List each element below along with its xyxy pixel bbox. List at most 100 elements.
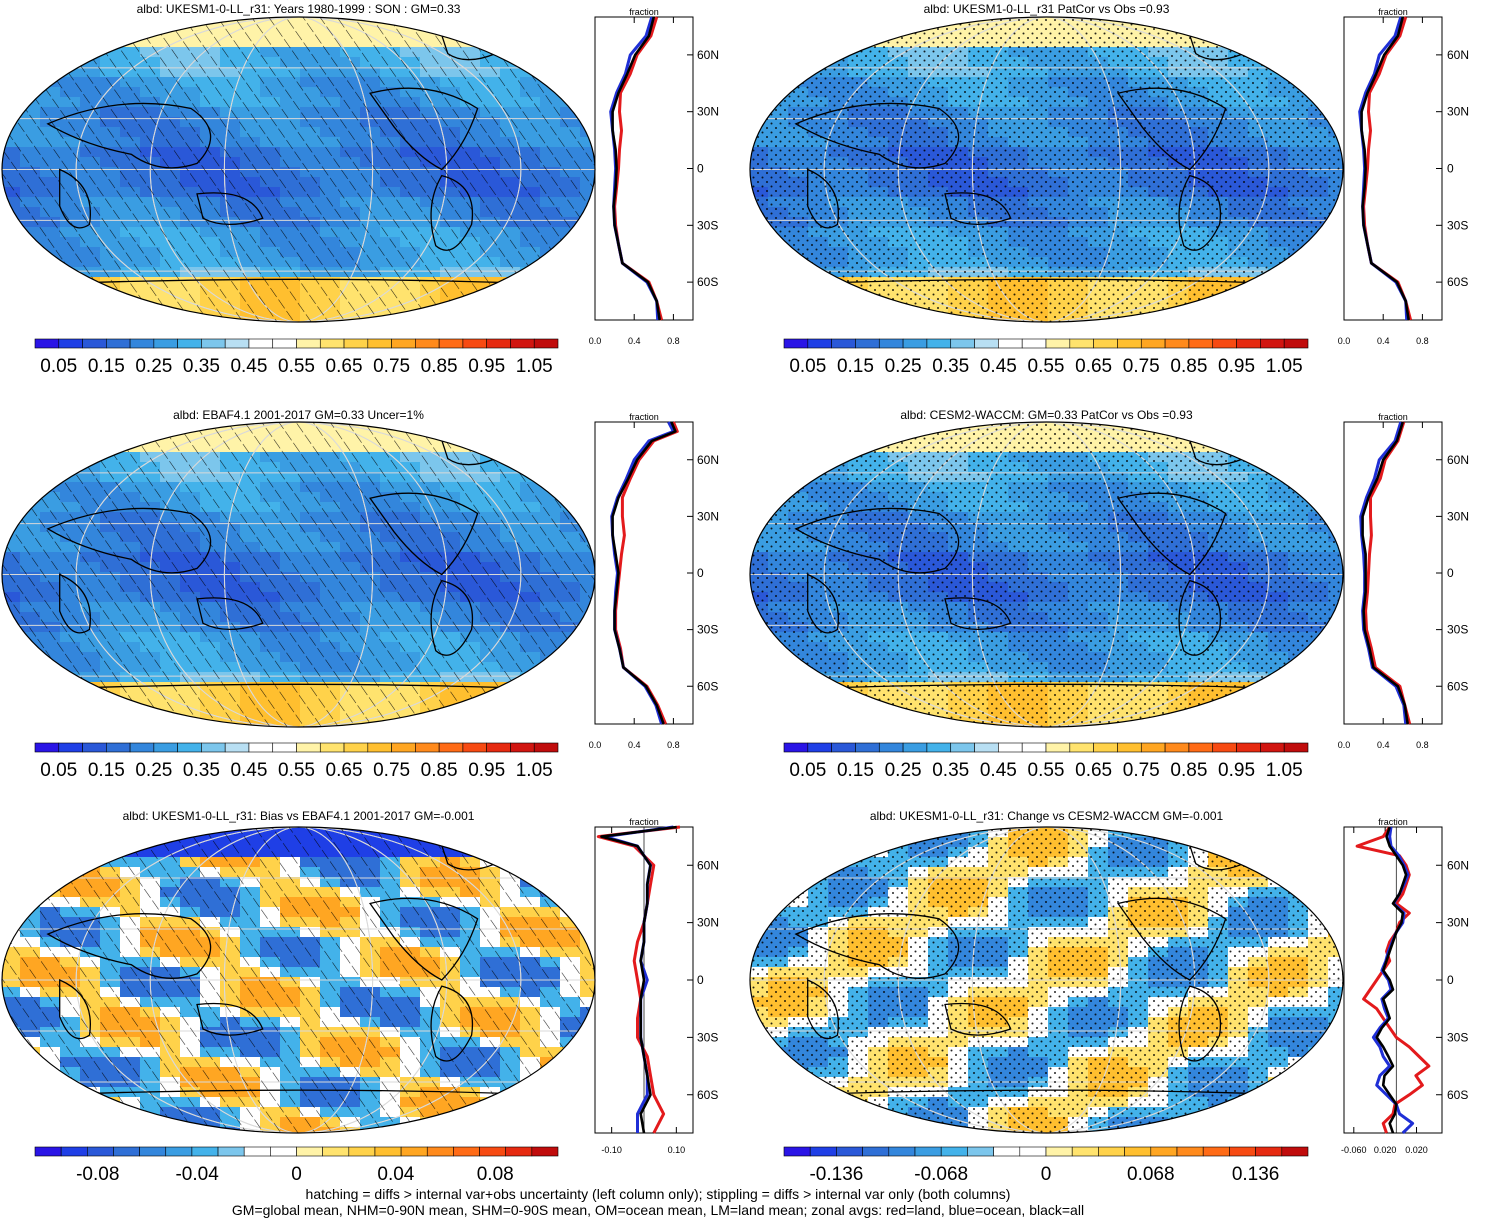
map-cell [1228, 422, 1249, 433]
map-cell [40, 452, 61, 463]
map-cell [750, 432, 769, 443]
colorbar-box [1045, 742, 1071, 753]
map-cell [80, 27, 101, 38]
map-cell [540, 267, 561, 278]
map-cell [768, 57, 789, 68]
colorbar-box [248, 742, 274, 753]
map-cell [500, 712, 521, 723]
map-cell [750, 462, 769, 473]
map-cell [480, 432, 501, 443]
map-cell [140, 712, 161, 723]
colorbar-box [1093, 742, 1118, 753]
colorbar-box [82, 338, 107, 349]
colorbar: 0.05 0.15 0.25 0.35 0.45 0.55 0.65 0.75 0.85 0.95… [34, 742, 559, 781]
map-cell [808, 17, 829, 28]
map-cell [580, 1077, 595, 1088]
map-cell [60, 867, 81, 878]
map-cell [848, 17, 869, 28]
map-cell [808, 307, 829, 318]
map-cell [2, 722, 21, 727]
map-cell [20, 857, 41, 868]
map-cell [560, 837, 581, 848]
map-cell [788, 57, 809, 68]
map-cell [1268, 317, 1289, 322]
map-cell [520, 1097, 541, 1108]
map-cell [868, 27, 889, 38]
panel-title: albd: UKESM1-0-LL_r31 PatCor vs Obs =0.9… [924, 2, 1170, 16]
map-cell [160, 827, 181, 838]
map-cell [750, 287, 769, 298]
map-cell [2, 287, 21, 298]
map-cell [540, 257, 561, 268]
x-tick-label: 0.0 [1338, 740, 1351, 750]
map-cell [1288, 297, 1309, 308]
map-cell [1288, 287, 1309, 298]
map-cell [480, 297, 501, 308]
map-cell [20, 277, 41, 288]
map-cell [540, 1117, 561, 1128]
colorbar-box [1140, 338, 1166, 349]
map-cell [580, 887, 595, 898]
map-cell [1168, 17, 1189, 28]
map-cell [1288, 422, 1309, 433]
map-cell [80, 827, 101, 838]
map-cell [100, 1127, 121, 1133]
map-cell [2, 857, 21, 868]
map-cell [2, 297, 21, 308]
colorbar-label: 0.25 [135, 356, 172, 377]
map-cell [2, 257, 21, 268]
map-cell [1328, 642, 1343, 653]
x-tick-label: 0.4 [628, 740, 641, 750]
map-cell [750, 277, 769, 288]
map-cell [500, 692, 521, 703]
colorbar-label: 0.55 [1028, 356, 1065, 377]
map-cell [40, 472, 61, 483]
map-cell [1148, 17, 1169, 28]
map-cell [750, 37, 769, 48]
map-cell [828, 297, 849, 308]
map-cell [580, 897, 595, 908]
map-cell [1308, 492, 1329, 503]
map-cell [540, 37, 561, 48]
colorbar-label: 0.95 [468, 760, 505, 781]
map-cell [828, 37, 849, 48]
colorbar-label: 0.25 [885, 760, 922, 781]
map-cell [460, 702, 481, 713]
map-cell [788, 702, 809, 713]
map-cell [520, 1107, 541, 1118]
map-cell [540, 837, 561, 848]
map-cell [750, 512, 769, 523]
map-cell [1208, 297, 1229, 308]
map-cell [500, 287, 521, 298]
map-cell [768, 287, 789, 298]
panel-title: albd: UKESM1-0-LL_r31: Bias vs EBAF4.1 2… [123, 809, 475, 823]
map-cell [40, 1117, 61, 1128]
map-cell [1208, 307, 1229, 318]
map-cell [100, 27, 121, 38]
map-cell [60, 57, 81, 68]
lat-tick-label: 60S [697, 679, 718, 693]
map-cell [560, 672, 581, 683]
map-cell [400, 722, 421, 727]
map-cell [580, 422, 595, 433]
map-cell [560, 17, 581, 28]
map-cell [750, 17, 769, 28]
map-cell [1208, 722, 1229, 727]
colorbar-box [153, 742, 178, 753]
map-cell [1228, 722, 1249, 727]
map-cell [2, 1117, 21, 1128]
map-cell [2, 512, 21, 523]
colorbar-label: 0.85 [1170, 760, 1207, 781]
map-cell [480, 702, 501, 713]
map-cell [540, 17, 561, 28]
map-cell [750, 57, 769, 68]
map-cell [788, 722, 809, 727]
map-cell [888, 317, 909, 322]
map-cell [440, 722, 461, 727]
map-cell [1208, 422, 1229, 433]
map-cell [1328, 77, 1343, 88]
map-cell [460, 297, 481, 308]
map-cell [750, 682, 769, 693]
map-cell [2, 642, 21, 653]
